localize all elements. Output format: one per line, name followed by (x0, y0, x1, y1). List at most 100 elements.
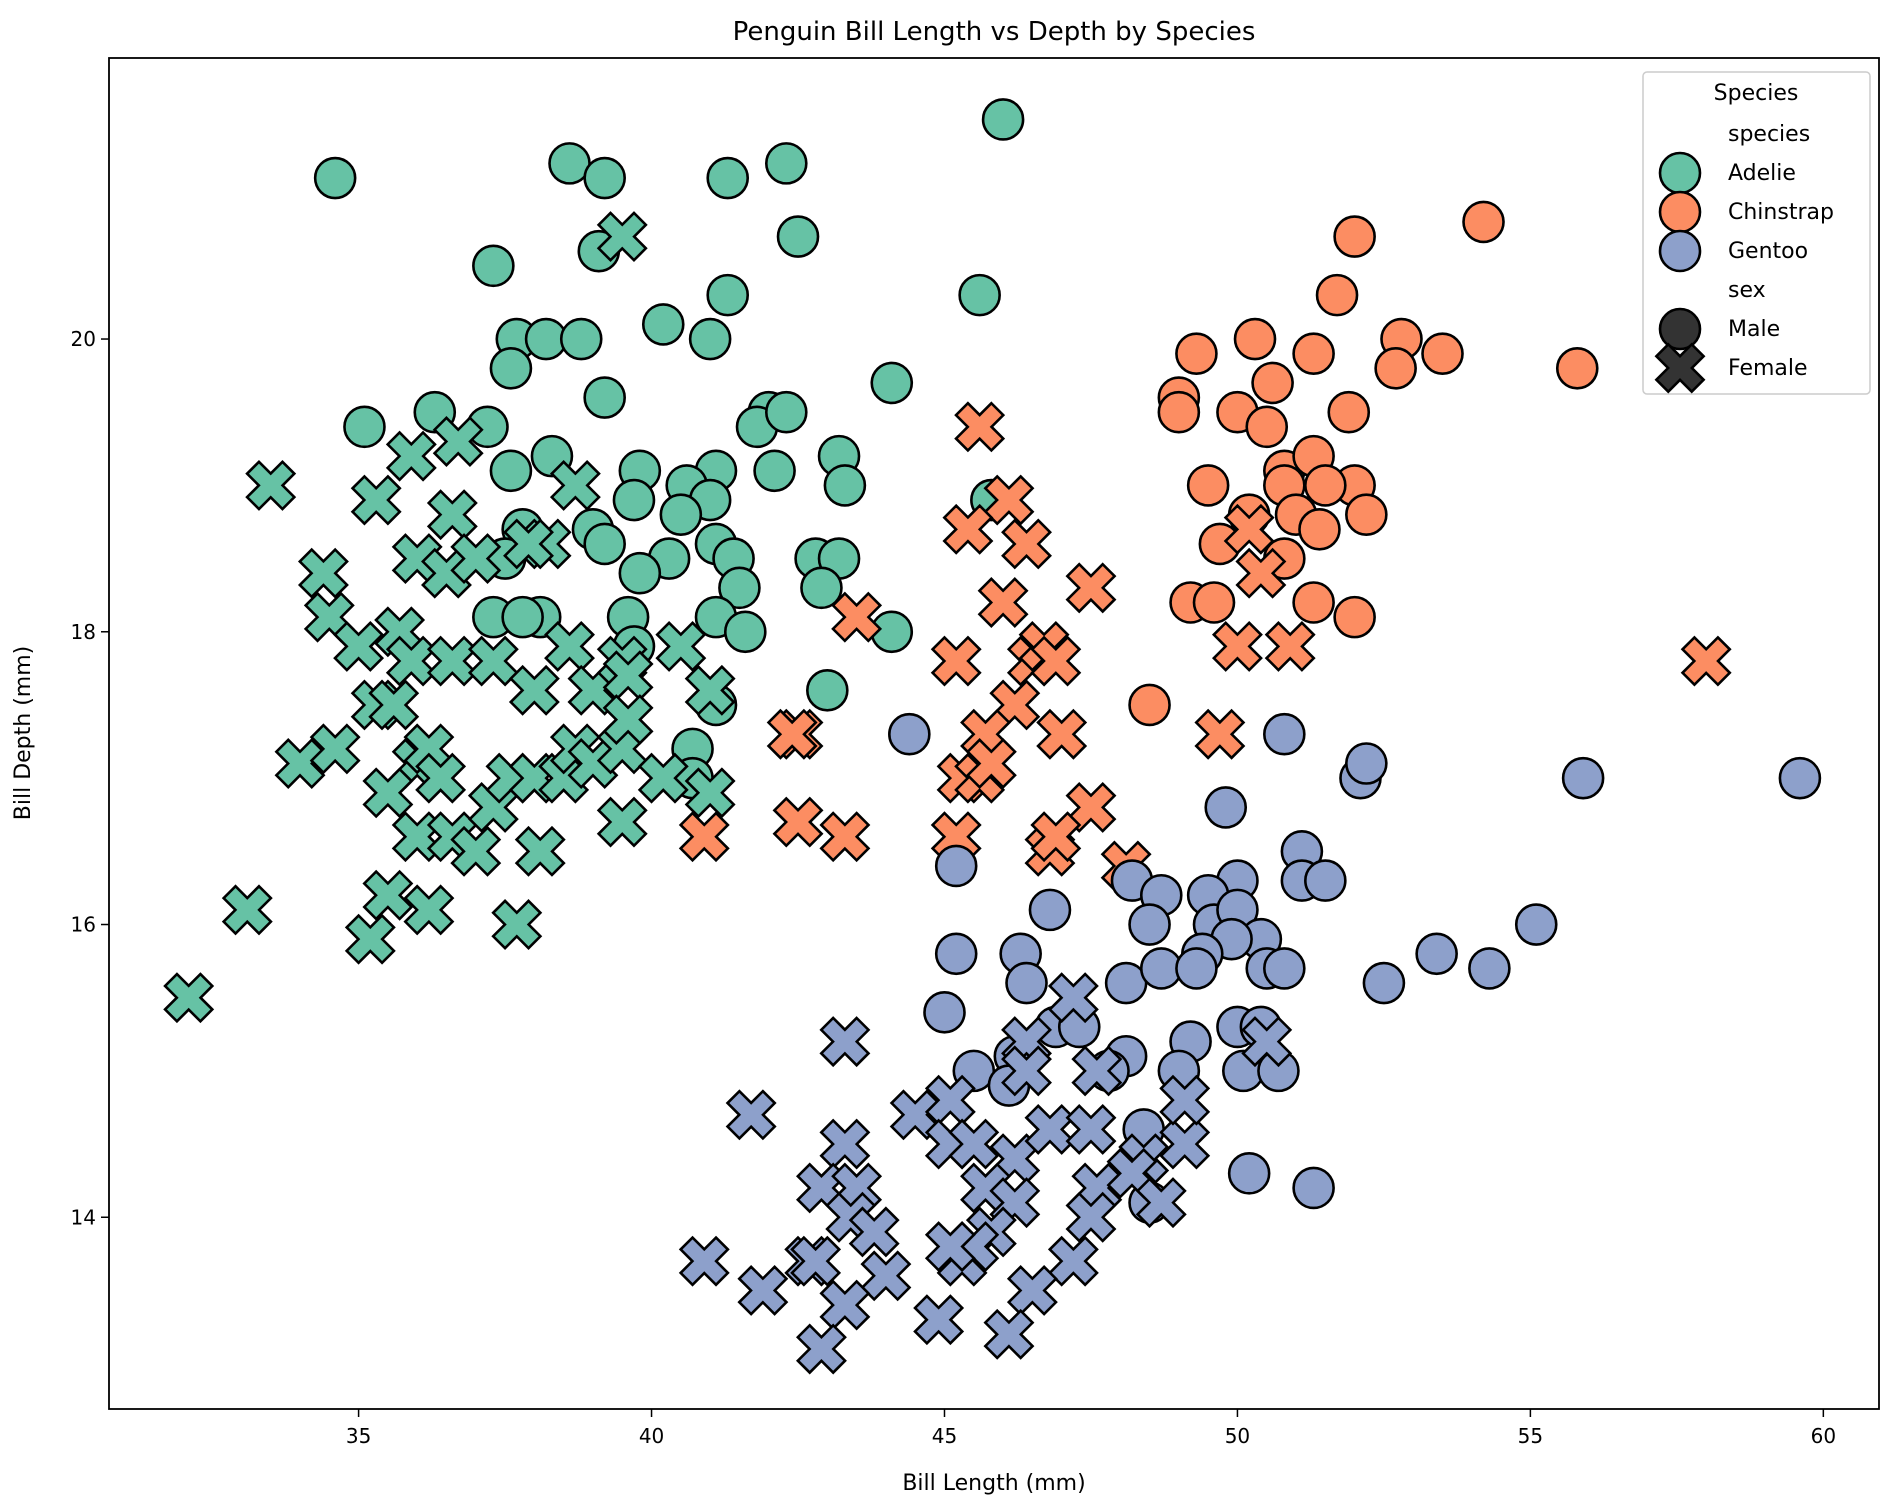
point-adelie-male (489, 449, 533, 493)
point-gentoo-male (1263, 947, 1306, 990)
point-adelie-female (602, 694, 654, 746)
point-chinstrap-male (1298, 508, 1341, 551)
point-gentoo-male (1514, 903, 1558, 946)
point-adelie-female (362, 869, 414, 921)
point-adelie-female (432, 416, 484, 467)
legend-x-female (1654, 342, 1706, 394)
point-adelie-female (596, 211, 648, 263)
point-chinstrap-male (1192, 581, 1236, 624)
legend-circle-gentoo (1658, 229, 1702, 273)
point-gentoo-female (1241, 1016, 1293, 1068)
point-adelie-male (501, 595, 544, 639)
legend-label-chinstrap: Chinstrap (1728, 200, 1834, 225)
point-adelie-female (221, 884, 273, 936)
point-gentoo-female (860, 1250, 912, 1302)
point-chinstrap-male (1555, 347, 1599, 390)
point-chinstrap-female (1030, 635, 1082, 687)
point-adelie-male (472, 244, 515, 288)
point-chinstrap-female (977, 577, 1029, 628)
point-adelie-male (583, 376, 626, 419)
point-chinstrap-female (1680, 635, 1732, 687)
legend-style-header: sex (1728, 278, 1766, 303)
point-gentoo-male (1304, 859, 1347, 902)
legend: Species species Adelie Chinstrap Gentoo … (1642, 71, 1871, 395)
point-chinstrap-male (1333, 595, 1376, 639)
point-gentoo-female (1001, 1045, 1052, 1097)
point-gentoo-male (1778, 756, 1822, 800)
point-adelie-male (806, 669, 849, 712)
legend-circle-adelie (1658, 151, 1702, 195)
point-gentoo-male (923, 991, 966, 1034)
point-adelie-female (403, 723, 455, 775)
point-gentoo-male (1175, 947, 1218, 990)
y-tick-label: 16 (71, 913, 96, 937)
point-adelie-male (776, 215, 820, 258)
point-gentoo-female (1065, 1103, 1117, 1155)
point-gentoo-male (1128, 903, 1171, 946)
legend-hue-header: species (1728, 122, 1810, 147)
legend-marker-chinstrap (1658, 190, 1702, 234)
point-gentoo-female (737, 1264, 789, 1316)
x-tick-label: 35 (346, 1424, 371, 1448)
point-adelie-male (612, 478, 656, 522)
point-gentoo-female (1065, 1191, 1117, 1243)
point-chinstrap-female (983, 474, 1035, 526)
point-chinstrap-male (1292, 332, 1335, 375)
point-adelie-female (297, 547, 349, 599)
point-gentoo-female (1135, 1177, 1187, 1229)
point-adelie-female (403, 884, 455, 936)
point-chinstrap-female (1211, 620, 1263, 672)
point-gentoo-male (1263, 712, 1306, 756)
point-chinstrap-male (1186, 464, 1230, 507)
point-adelie-female (368, 679, 420, 731)
point-adelie-female (274, 738, 326, 789)
point-chinstrap-female (678, 811, 730, 863)
point-adelie-female (385, 430, 437, 482)
point-chinstrap-female (772, 796, 824, 848)
point-adelie-female (344, 913, 396, 965)
point-gentoo-female (848, 1206, 900, 1258)
legend-label-male: Male (1728, 317, 1780, 342)
point-adelie-female (549, 459, 601, 511)
point-adelie-female (508, 664, 560, 716)
legend-marker-female (1654, 342, 1706, 394)
point-adelie-female (596, 796, 648, 848)
point-adelie-male (800, 566, 843, 610)
points-layer (163, 98, 1822, 1375)
point-gentoo-female (819, 1016, 871, 1068)
point-chinstrap-male (1333, 215, 1376, 258)
x-axis-label: Bill Length (mm) (902, 1471, 1085, 1496)
chart-title: Penguin Bill Length vs Depth by Species (733, 17, 1256, 47)
point-adelie-male (706, 273, 750, 317)
point-adelie-male (641, 303, 685, 346)
x-tick-label: 50 (1225, 1424, 1250, 1448)
point-adelie-male (583, 156, 626, 200)
point-adelie-female (450, 533, 502, 585)
point-chinstrap-male (1233, 317, 1277, 361)
point-chinstrap-male (1315, 273, 1359, 317)
point-chinstrap-female (1001, 518, 1052, 570)
point-chinstrap-male (1462, 200, 1505, 244)
point-adelie-male (706, 156, 750, 200)
point-chinstrap-male (1327, 390, 1371, 434)
point-chinstrap-female (954, 401, 1006, 453)
point-gentoo-male (1204, 786, 1248, 829)
point-adelie-male (823, 464, 867, 507)
y-axis-label: Bill Depth (mm) (11, 646, 36, 820)
point-gentoo-female (983, 1308, 1035, 1360)
x-tick-label: 45 (932, 1424, 957, 1448)
point-adelie-female (333, 620, 385, 672)
legend-marker-male (1658, 307, 1702, 351)
point-chinstrap-female (1194, 708, 1246, 760)
point-gentoo-male (1005, 961, 1048, 1005)
point-adelie-male (313, 156, 357, 200)
point-chinstrap-female (1264, 620, 1316, 672)
legend-marker-gentoo (1658, 229, 1702, 273)
point-gentoo-female (790, 1235, 842, 1287)
point-gentoo-female (913, 1294, 965, 1346)
point-adelie-male (343, 405, 386, 449)
point-adelie-female (684, 664, 736, 716)
point-chinstrap-female (1036, 708, 1088, 760)
point-gentoo-female (725, 1089, 777, 1141)
